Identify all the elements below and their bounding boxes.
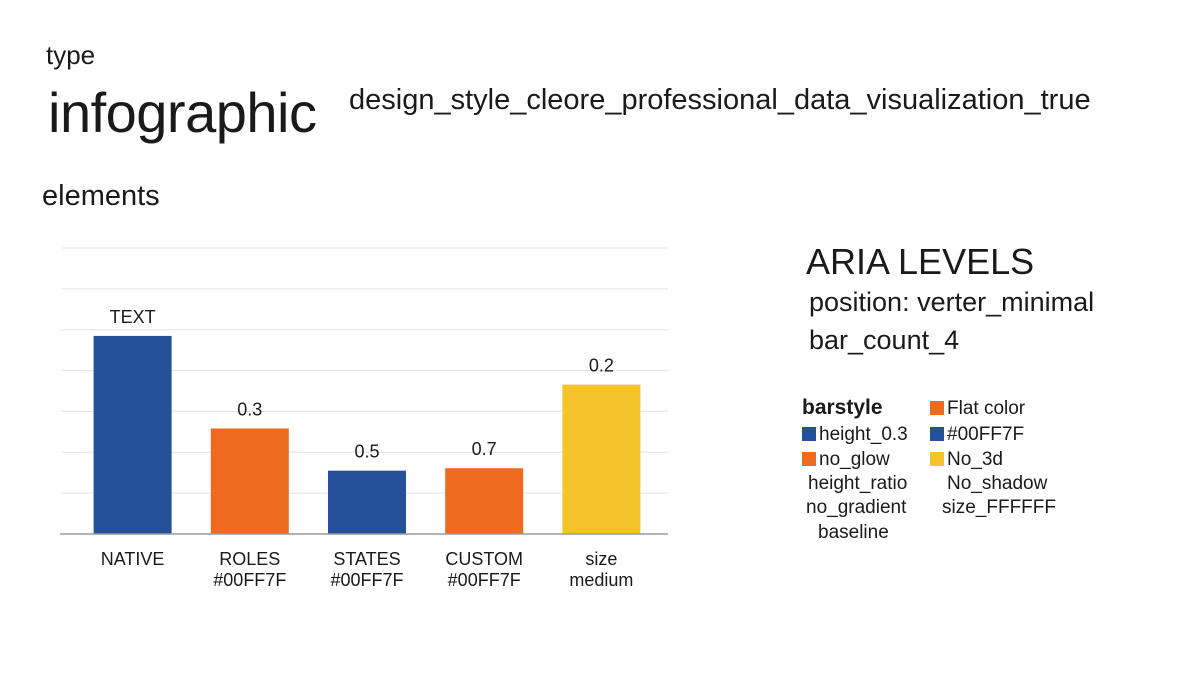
legend-note: height_ratio xyxy=(808,473,908,494)
legend-item-label: No_3d xyxy=(947,449,1003,470)
legend-item: height_0.3 xyxy=(802,424,908,446)
bar xyxy=(562,384,641,534)
legend-item-label: #00FF7F xyxy=(947,424,1025,445)
category-label: #00FF7F xyxy=(330,570,403,590)
bar-chart: TEXTNATIVE0.3ROLES#00FF7F0.5STATES#00FF7… xyxy=(60,247,668,590)
legend-heading: barstyle xyxy=(802,396,883,419)
category-label: #00FF7F xyxy=(213,570,286,590)
legend-swatch xyxy=(930,452,944,466)
bar-value-label: 0.3 xyxy=(237,399,262,419)
aria-bar-count-text: bar_count_4 xyxy=(809,325,960,355)
bar-value-label: 0.5 xyxy=(354,442,379,462)
legend-swatch xyxy=(930,427,944,441)
category-label: #00FF7F xyxy=(448,570,521,590)
legend-note: No_shadow xyxy=(947,473,1048,494)
bar xyxy=(210,428,289,534)
category-label: size xyxy=(585,549,617,569)
legend-item: Flat color xyxy=(930,398,1025,420)
category-label: NATIVE xyxy=(101,549,165,569)
bar xyxy=(445,468,524,534)
elements-label: elements xyxy=(42,180,160,212)
legend-note: no_gradient xyxy=(806,497,907,518)
legend-swatch xyxy=(802,427,816,441)
bar-value-label: 0.7 xyxy=(472,439,497,459)
legend-swatch xyxy=(930,401,944,415)
legend-item: No_3d xyxy=(930,449,1003,471)
legend-item: #00FF7F xyxy=(930,424,1024,446)
legend-note: size_FFFFFF xyxy=(942,497,1056,518)
category-label: STATES xyxy=(333,549,400,569)
design-style-text: design_style_cleore_professional_data_vi… xyxy=(349,84,1091,116)
legend-note: baseline xyxy=(818,522,889,543)
category-label: CUSTOM xyxy=(445,549,523,569)
page-title: infographic xyxy=(48,81,317,144)
legend-item-label: height_0.3 xyxy=(819,424,908,445)
aria-position-text: position: verter_minimal xyxy=(809,287,1095,317)
bar-value-label: TEXT xyxy=(110,307,156,327)
type-label: type xyxy=(46,40,96,70)
aria-levels-title: ARIA LEVELS xyxy=(806,241,1035,282)
bar xyxy=(328,470,406,534)
bar-value-label: 0.2 xyxy=(589,356,614,376)
legend-item: no_glow xyxy=(802,449,890,471)
legend-swatch xyxy=(802,452,816,466)
legend-item-label: no_glow xyxy=(819,449,890,470)
bar xyxy=(93,335,172,534)
legend-item-label: Flat color xyxy=(947,398,1026,419)
category-label: ROLES xyxy=(219,549,280,569)
category-label: medium xyxy=(569,570,633,590)
